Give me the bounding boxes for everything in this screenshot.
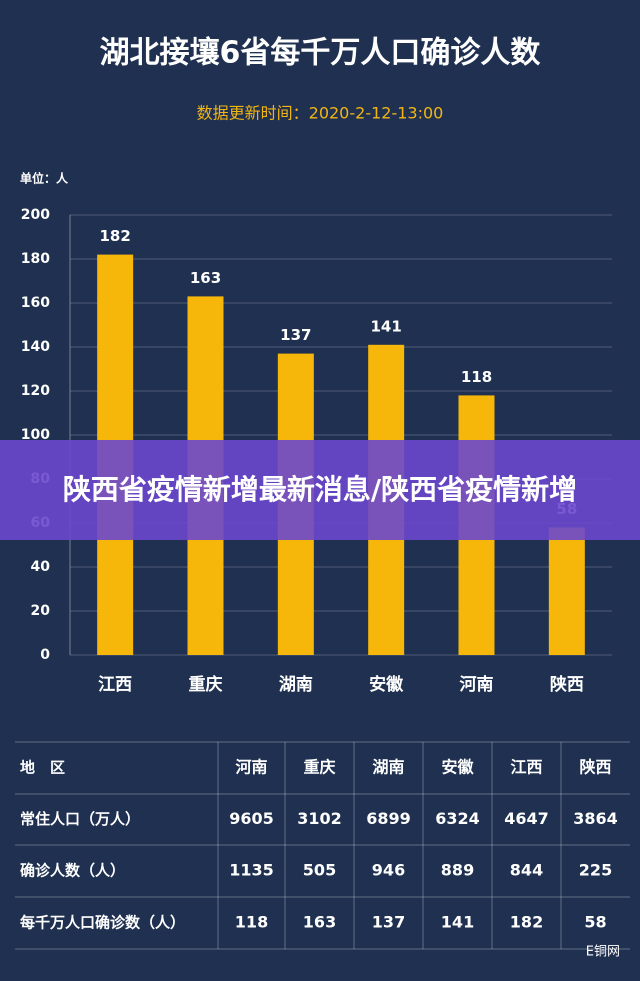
value-label: 137 <box>280 326 311 344</box>
table-cell: 946 <box>372 861 405 880</box>
y-tick-label: 20 <box>31 603 51 619</box>
table-header-cell: 湖南 <box>372 758 404 777</box>
table-cell: 1135 <box>229 861 274 880</box>
table-cell: 118 <box>235 913 268 932</box>
table-cell: 505 <box>303 861 336 880</box>
table-header-cell: 安徽 <box>441 758 474 777</box>
y-tick-label: 40 <box>31 559 51 575</box>
table-cell: 137 <box>372 913 405 932</box>
table-cell: 9605 <box>229 809 274 828</box>
banner <box>0 440 640 540</box>
value-label: 141 <box>371 317 402 335</box>
table-header-cell: 地 区 <box>20 759 65 777</box>
table-cell: 182 <box>510 913 543 932</box>
table-header-cell: 重庆 <box>303 758 335 777</box>
value-label: 118 <box>461 368 492 386</box>
value-label: 182 <box>100 227 131 245</box>
bar <box>548 527 585 655</box>
unit-label: 单位：人 <box>20 171 69 186</box>
table-cell: 844 <box>510 861 543 880</box>
table-header-cell: 陕西 <box>579 758 611 777</box>
table-cell: 确诊人数（人） <box>20 862 125 880</box>
x-tick-label: 江西 <box>98 675 132 695</box>
y-tick-label: 200 <box>21 207 50 223</box>
table-header-cell: 河南 <box>235 758 267 777</box>
table-header-cell: 江西 <box>510 758 542 777</box>
x-tick-label: 河南 <box>460 674 494 695</box>
x-tick-label: 安徽 <box>369 674 404 695</box>
y-tick-label: 140 <box>21 339 50 355</box>
table-cell: 58 <box>584 913 606 932</box>
chart-title: 湖北接壤6省每千万人口确诊人数 <box>100 36 542 71</box>
y-tick-label: 100 <box>21 427 50 443</box>
table-cell: 141 <box>441 913 474 932</box>
table-cell: 889 <box>441 861 474 880</box>
table-cell: 6324 <box>435 809 480 828</box>
banner-title: 陕西省疫情新增最新消息/陕西省疫情新增 <box>62 473 578 506</box>
table-cell: 3102 <box>297 809 342 828</box>
value-label: 163 <box>190 269 221 287</box>
table-cell: 225 <box>579 861 612 880</box>
y-tick-label: 180 <box>21 251 50 267</box>
table-cell: 4647 <box>504 809 549 828</box>
table-cell: 6899 <box>366 809 411 828</box>
y-tick-label: 160 <box>21 295 50 311</box>
table-cell: 3864 <box>573 809 618 828</box>
table-cell: 常住人口（万人） <box>20 810 140 828</box>
banner-box: 陕西省疫情新增最新消息/陕西省疫情新增 <box>62 473 578 506</box>
chart-subtitle: 数据更新时间：2020-2-12-13:00 <box>197 104 444 123</box>
x-tick-label: 陕西 <box>550 674 584 695</box>
y-tick-label: 120 <box>21 383 50 399</box>
x-tick-label: 湖南 <box>279 674 313 695</box>
table-cell: 每千万人口确诊数（人） <box>20 914 185 932</box>
source: E铜网 <box>586 945 620 960</box>
table-cell: 163 <box>303 913 336 932</box>
y-tick-label: 0 <box>40 647 50 663</box>
x-tick-label: 重庆 <box>189 674 223 695</box>
